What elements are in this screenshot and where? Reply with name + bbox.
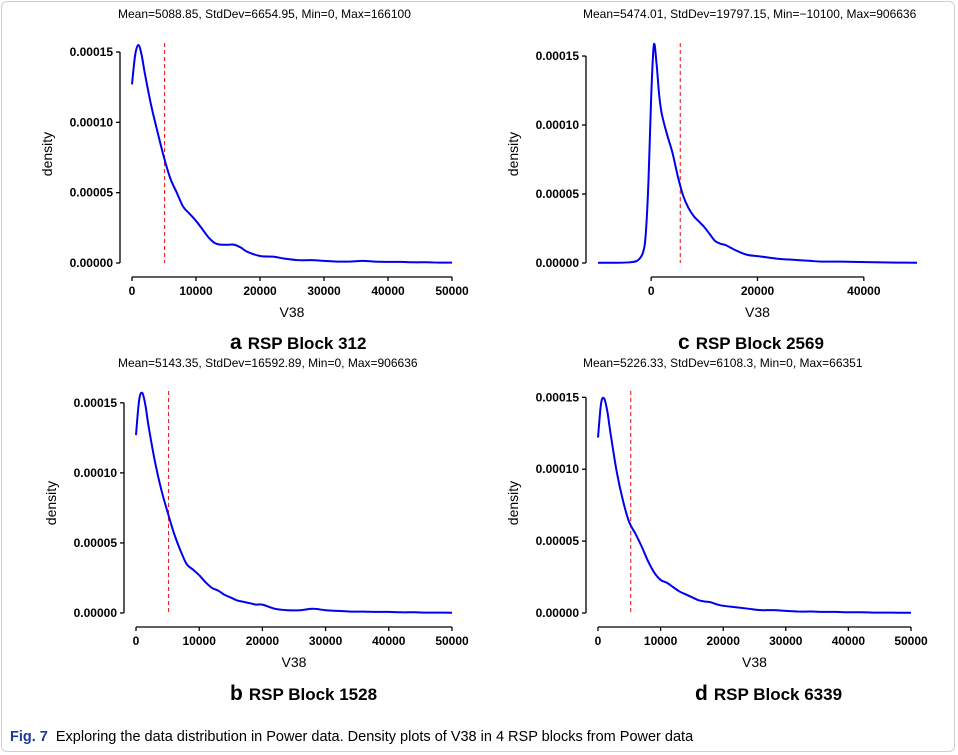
panel-b: Mean=5143.35, StdDev=16592.89, Min=0, Ma… [0, 0, 479, 710]
x-tick-label: 30000 [307, 284, 341, 298]
x-axis-title: V38 [742, 654, 767, 670]
x-axis-title: V38 [282, 654, 307, 670]
x-tick-label: 50000 [435, 634, 469, 648]
x-tick-label: 50000 [435, 284, 469, 298]
y-axis-title: density [505, 132, 521, 176]
x-tick-label: 0 [133, 634, 140, 648]
y-tick-label: 0.00015 [536, 390, 580, 404]
y-tick-label: 0.00005 [536, 187, 580, 201]
x-tick-label: 0 [129, 284, 136, 298]
y-tick-label: 0.00015 [70, 45, 114, 59]
x-tick-label: 40000 [832, 634, 866, 648]
stats-text: Mean=5226.33, StdDev=6108.3, Min=0, Max=… [583, 356, 863, 370]
x-axis-title: V38 [745, 304, 770, 320]
x-tick-label: 10000 [183, 634, 217, 648]
x-tick-label: 30000 [309, 634, 343, 648]
x-tick-label: 30000 [769, 634, 803, 648]
stats-text: Mean=5474.01, StdDev=19797.15, Min=−1010… [583, 7, 917, 21]
x-tick-label: 20000 [741, 284, 775, 298]
y-axis-title: density [43, 481, 59, 525]
y-tick-label: 0.00005 [70, 186, 114, 200]
x-tick-label: 0 [648, 284, 655, 298]
panel-caption: c RSP Block 2569 [678, 331, 824, 355]
x-axis-title: V38 [280, 304, 305, 320]
panel-letter: c [678, 331, 690, 354]
panel-letter: a [230, 331, 242, 354]
figure-caption-text: Exploring the data distribution in Power… [55, 729, 694, 745]
figure-caption: Fig. 7 Exploring the data distribution in… [10, 729, 693, 745]
panel-title: RSP Block 312 [247, 334, 367, 353]
y-tick-label: 0.00005 [74, 536, 118, 550]
x-tick-label: 40000 [371, 284, 405, 298]
y-tick-label: 0.00000 [74, 606, 118, 620]
stats-text: Mean=5143.35, StdDev=16592.89, Min=0, Ma… [118, 356, 418, 370]
panel-caption: d RSP Block 6339 [695, 682, 842, 706]
panel-caption: b RSP Block 1528 [230, 682, 377, 706]
density-curve [597, 42, 918, 264]
density-plot-d: Mean=5226.33, StdDev=6108.3, Min=0, Max=… [505, 356, 928, 670]
x-tick-label: 40000 [372, 634, 406, 648]
x-tick-label: 50000 [894, 634, 928, 648]
y-tick-label: 0.00005 [536, 534, 580, 548]
y-tick-label: 0.00000 [536, 606, 580, 620]
x-tick-label: 20000 [707, 634, 741, 648]
y-tick-label: 0.00015 [536, 49, 580, 63]
y-tick-label: 0.00010 [536, 462, 580, 476]
x-tick-label: 10000 [179, 284, 213, 298]
y-tick-label: 0.00010 [536, 118, 580, 132]
x-tick-label: 20000 [246, 634, 280, 648]
panel-title: RSP Block 1528 [248, 685, 378, 704]
y-tick-label: 0.00010 [74, 466, 118, 480]
y-tick-label: 0.00000 [70, 256, 114, 270]
y-axis-title: density [505, 481, 521, 525]
y-tick-label: 0.00015 [74, 396, 118, 410]
panel-title: RSP Block 6339 [713, 685, 843, 704]
density-plot-a: Mean=5088.85, StdDev=6654.95, Min=0, Max… [39, 7, 469, 320]
panel-letter: b [230, 682, 243, 705]
panel-c: Mean=5474.01, StdDev=19797.15, Min=−1010… [0, 0, 958, 370]
y-tick-label: 0.00000 [536, 256, 580, 270]
density-curve [131, 43, 453, 264]
x-tick-label: 0 [595, 634, 602, 648]
density-plot-b: Mean=5143.35, StdDev=16592.89, Min=0, Ma… [43, 356, 469, 670]
stats-text: Mean=5088.85, StdDev=6654.95, Min=0, Max… [118, 7, 411, 21]
panel-a: Mean=5088.85, StdDev=6654.95, Min=0, Max… [0, 0, 479, 370]
panel-caption: a RSP Block 312 [230, 331, 366, 355]
density-curve [135, 391, 453, 614]
x-tick-label: 10000 [644, 634, 678, 648]
figure-label: Fig. 7 [10, 729, 48, 745]
y-tick-label: 0.00010 [70, 115, 114, 129]
panel-d: Mean=5226.33, StdDev=6108.3, Min=0, Max=… [505, 356, 928, 706]
x-tick-label: 20000 [243, 284, 277, 298]
x-tick-label: 40000 [847, 284, 881, 298]
density-curve [597, 396, 912, 614]
panel-title: RSP Block 2569 [695, 334, 824, 353]
panel-letter: d [695, 682, 708, 705]
y-axis-title: density [39, 132, 55, 176]
density-plot-c: Mean=5474.01, StdDev=19797.15, Min=−1010… [505, 7, 918, 320]
